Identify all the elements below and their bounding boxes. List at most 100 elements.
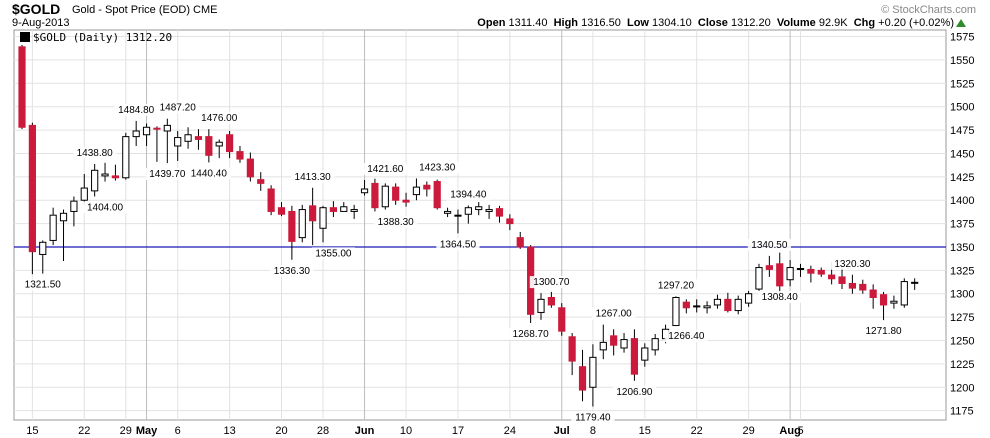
candle-body	[319, 207, 327, 229]
x-tick-label: 15	[639, 425, 651, 437]
y-tick-label: 1250	[950, 336, 974, 348]
candle-body	[205, 136, 213, 156]
candle-body	[59, 212, 68, 222]
candle-body	[298, 209, 306, 239]
annotation-bg	[187, 167, 231, 180]
candle-body	[838, 276, 846, 284]
x-tick-label: 20	[275, 425, 287, 437]
y-tick-label: 1400	[950, 195, 974, 207]
price-annotation: 1413.30	[295, 172, 332, 183]
candle-body	[392, 186, 400, 201]
price-annotation: 1308.40	[762, 292, 799, 303]
price-annotation: 1321.50	[25, 280, 62, 291]
candle-body	[226, 134, 234, 153]
annotation-bg	[156, 101, 200, 114]
x-tick-label: 29	[742, 425, 754, 437]
low-value: 1304.10	[652, 17, 692, 29]
annotation-bg	[861, 325, 906, 338]
price-annotation: 1440.40	[191, 168, 228, 179]
candle-body	[443, 210, 452, 214]
x-tick-label: 28	[317, 425, 329, 437]
annotation-bg	[747, 238, 791, 251]
ohlc-summary: Open 1311.40 High 1316.50 Low 1304.10 Cl…	[477, 17, 954, 29]
candle-body	[568, 336, 576, 362]
candle-body	[412, 186, 421, 196]
x-tick-label: 17	[452, 425, 464, 437]
y-tick-label: 1375	[950, 219, 974, 231]
exchange-label: CME	[193, 4, 218, 16]
candle-body	[246, 158, 254, 178]
candle-body	[454, 214, 462, 217]
candle-body	[257, 179, 265, 184]
price-annotation: 1267.00	[596, 309, 633, 320]
candle-body	[828, 274, 836, 280]
candle-body	[111, 175, 120, 179]
price-annotation: 1206.90	[616, 387, 653, 398]
annotation-bg	[612, 385, 657, 398]
price-annotation: 1266.40	[668, 331, 705, 342]
candle-body	[734, 298, 742, 312]
annotation-bg	[73, 146, 117, 159]
x-tick-label: 29	[120, 425, 132, 437]
y-tick-label: 1450	[950, 148, 974, 160]
candle-body	[537, 298, 545, 313]
candle-body	[869, 289, 877, 298]
annotation-bg	[436, 238, 480, 251]
volume-value: 92.9K	[818, 17, 848, 29]
candle-body	[765, 265, 773, 270]
candle-body	[236, 151, 244, 160]
candle-body	[267, 188, 275, 212]
candle-body	[610, 335, 618, 346]
annotation-bg	[592, 307, 636, 320]
candle-body	[464, 207, 472, 215]
candle-body	[599, 341, 607, 351]
annotation-bg	[374, 216, 418, 229]
candle-body	[693, 305, 701, 308]
symbol-title: $GOLD	[12, 1, 61, 17]
annotation-bg	[446, 188, 490, 201]
candle-body	[381, 185, 389, 208]
annotation-bg	[529, 276, 573, 289]
chart-legend: $GOLD (Daily) 1312.20	[20, 31, 172, 44]
high-value: 1316.50	[581, 17, 621, 29]
candle-body	[174, 137, 182, 147]
price-annotation: 1476.00	[201, 113, 238, 124]
candle-body	[516, 237, 524, 248]
candle-body	[495, 208, 504, 217]
candle-body	[682, 301, 690, 309]
x-tick-label: May	[136, 425, 158, 437]
price-annotation: 1394.40	[450, 189, 487, 200]
annotation-bg	[664, 330, 708, 343]
legend-text: $GOLD (Daily) 1312.20	[33, 31, 173, 44]
candle-body	[703, 305, 711, 309]
y-tick-label: 1525	[950, 78, 974, 90]
candle-body	[402, 199, 410, 203]
symbol-description: Gold - Spot Price (EOD) CME	[72, 4, 218, 16]
y-tick-label: 1275	[950, 312, 974, 324]
candle-body	[589, 356, 597, 388]
candle-body	[371, 182, 379, 209]
candle-body	[506, 218, 514, 225]
y-tick-label: 1300	[950, 289, 974, 301]
price-annotation: 1423.30	[419, 162, 456, 173]
annotation-bg	[415, 161, 459, 174]
candle-body	[848, 282, 856, 289]
candle-body	[890, 300, 898, 304]
candle-body	[350, 209, 358, 212]
candle-body	[423, 184, 431, 190]
candle-body	[651, 338, 659, 351]
candle-body	[620, 339, 628, 349]
x-tick-label: 5	[797, 425, 803, 437]
candle-body	[578, 366, 587, 391]
annotation-bg	[145, 168, 189, 181]
candle-body	[194, 136, 203, 140]
y-tick-label: 1225	[950, 359, 974, 371]
y-tick-label: 1425	[950, 172, 974, 184]
y-tick-label: 1575	[950, 32, 974, 44]
x-tick-label: Aug	[779, 425, 800, 437]
annotation-bg	[571, 411, 615, 424]
candle-body	[122, 136, 130, 179]
price-annotation: 1271.80	[865, 326, 902, 337]
price-annotation: 1484.80	[118, 105, 155, 116]
